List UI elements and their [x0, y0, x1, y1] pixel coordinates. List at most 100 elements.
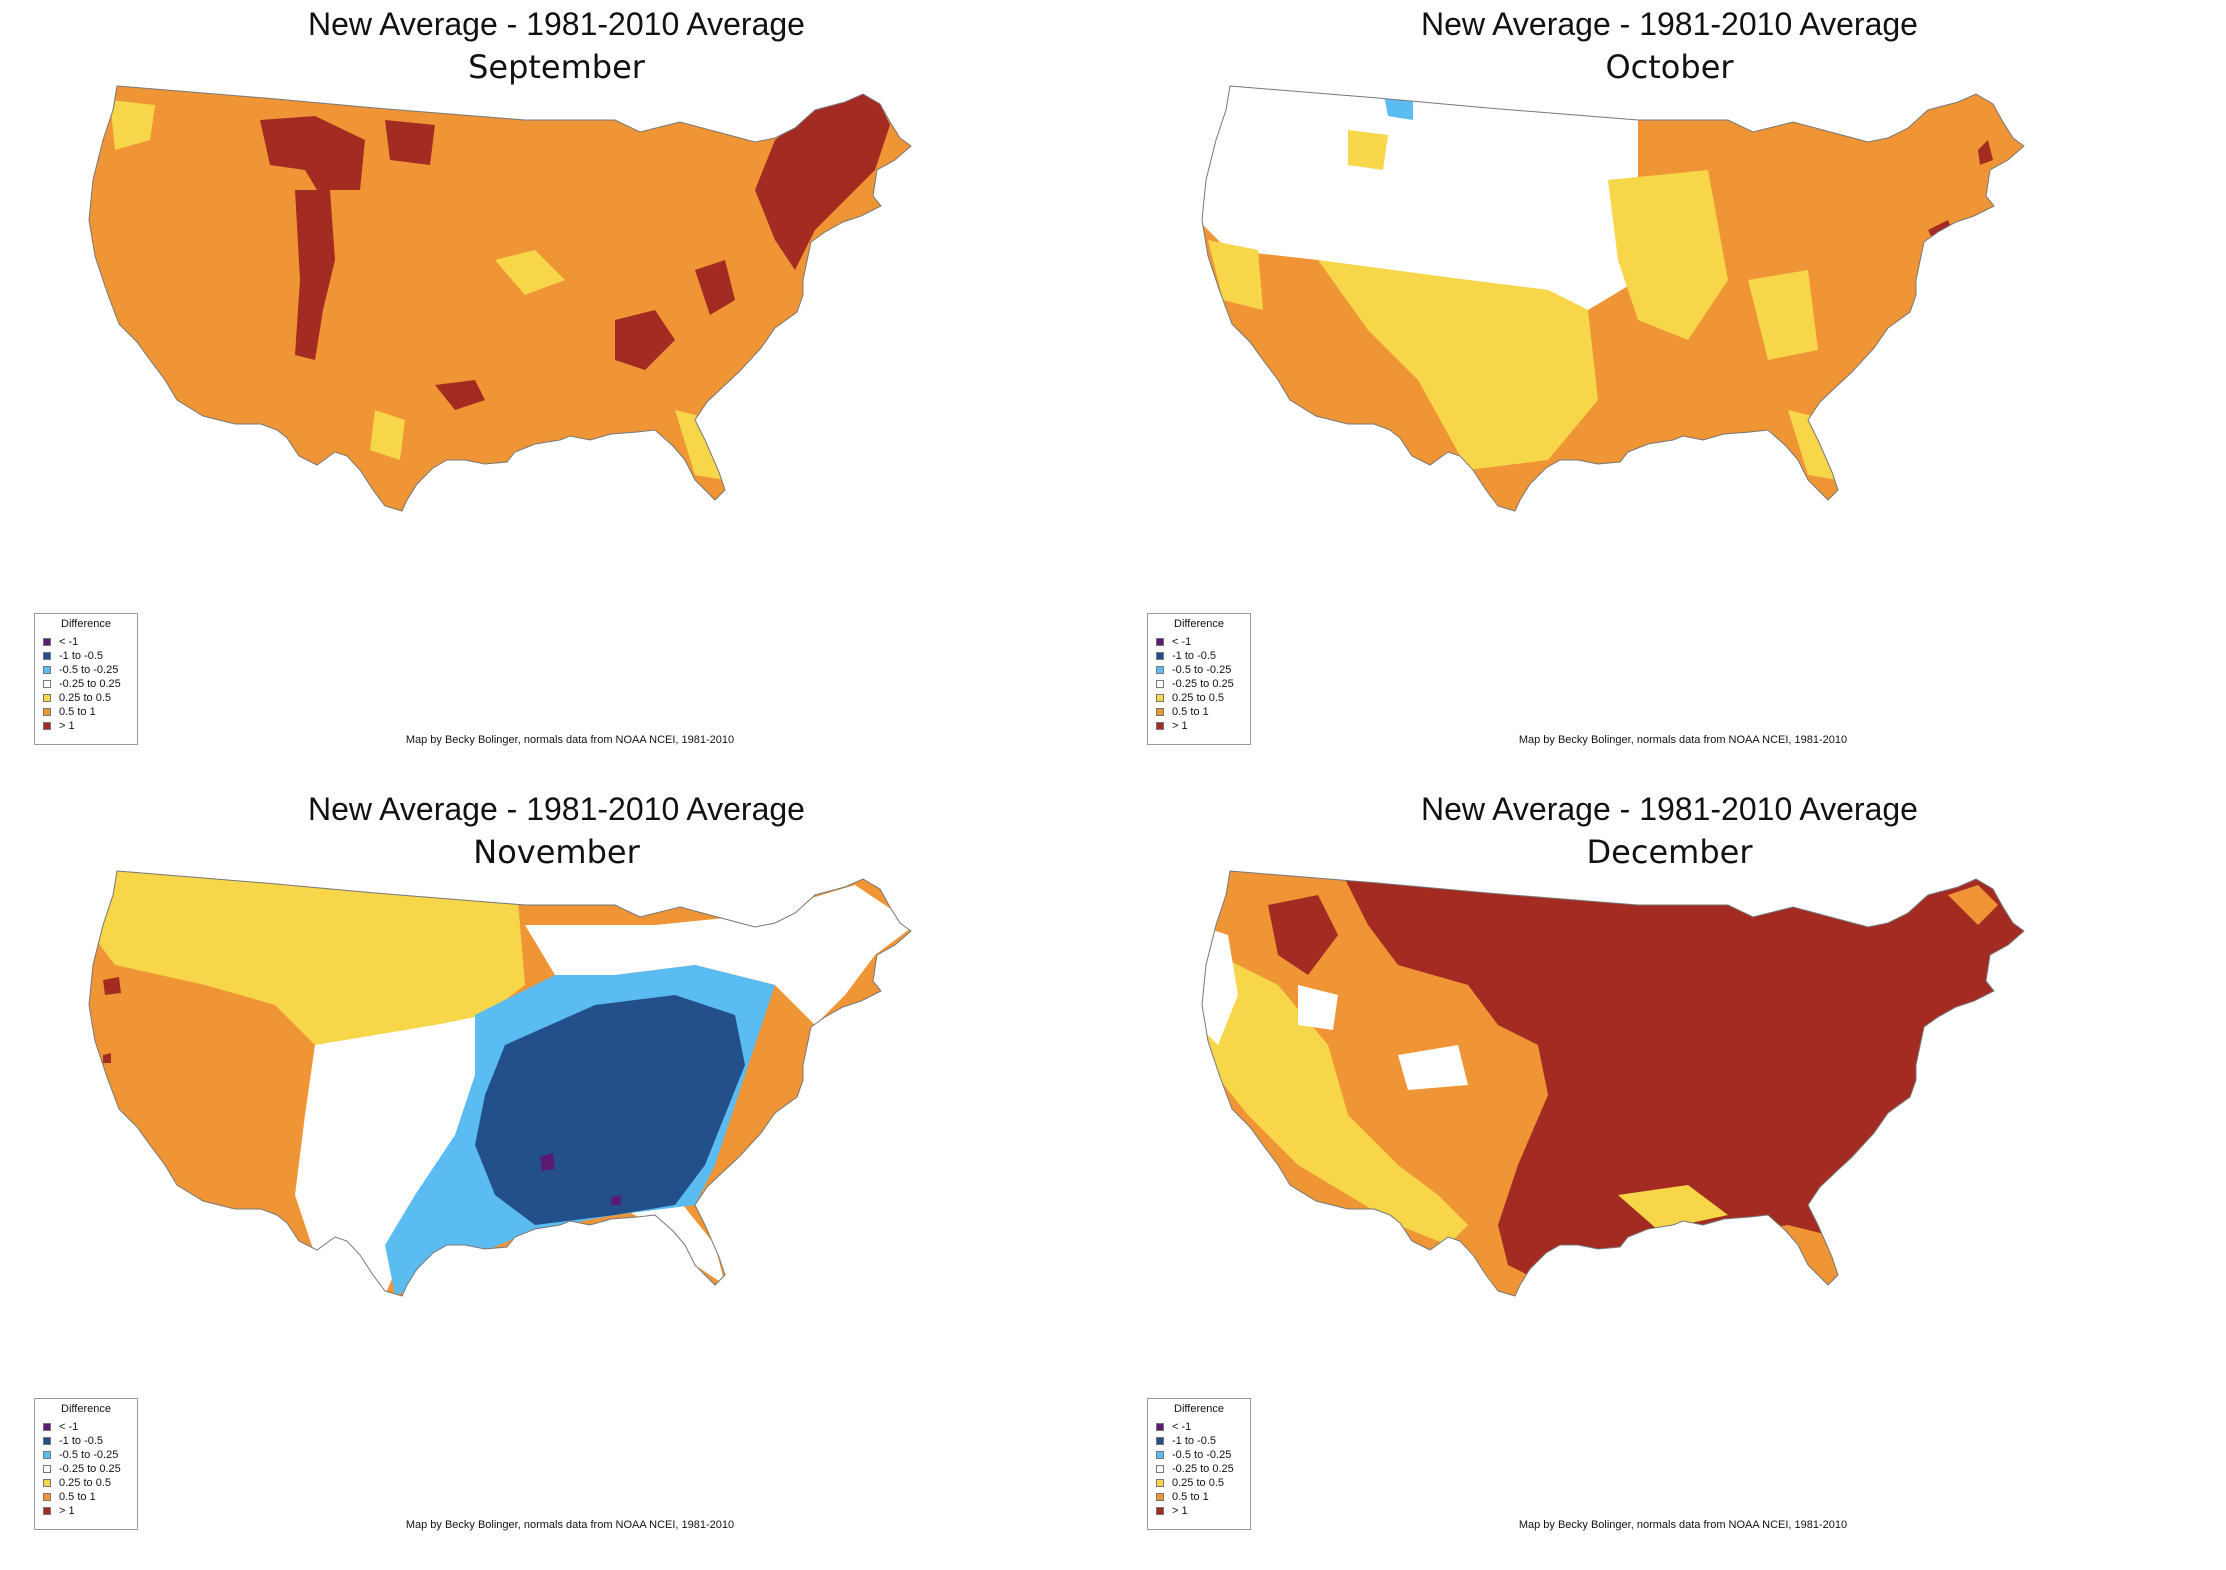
legend-items: < -1 -1 to -0.5 -0.5 to -0.25 -0.25 to 0…: [1156, 635, 1234, 733]
map-credit: Map by Becky Bolinger, normals data from…: [1518, 734, 1848, 746]
region-0.25-0.5: [495, 250, 565, 295]
region-above-1: [385, 120, 435, 165]
legend-item: 0.25 to 0.5: [1156, 691, 1234, 705]
region-below-neg-1: [540, 1153, 555, 1171]
region-0.5-1: [1948, 885, 1998, 925]
legend-label: 0.5 to 1: [1172, 1491, 1209, 1503]
legend-swatch: [43, 1465, 51, 1473]
region-0.25-0.5: [1748, 270, 1818, 360]
panel-title: New Average - 1981-2010 Average: [308, 6, 805, 42]
region-above-1: [1448, 895, 1478, 935]
region-neutral: [1398, 1045, 1468, 1090]
legend-label: 0.25 to 0.5: [1172, 1477, 1224, 1489]
legend-swatch: [43, 1437, 51, 1445]
region-0.25-0.5: [110, 100, 155, 150]
legend-label: < -1: [59, 636, 79, 648]
legend-swatch: [1156, 694, 1164, 702]
panel-title: New Average - 1981-2010 Average: [1421, 6, 1918, 42]
legend-item: 0.25 to 0.5: [1156, 1476, 1234, 1490]
legend-label: > 1: [59, 1505, 75, 1517]
legend-swatch: [43, 1479, 51, 1487]
map-panel-december: New Average - 1981-2010 Average December…: [1113, 785, 2226, 1570]
legend-swatch: [43, 652, 51, 660]
region-0.25-0.5: [1618, 1185, 1728, 1230]
legend-swatch: [1156, 1493, 1164, 1501]
legend-item: > 1: [43, 1504, 121, 1518]
legend-swatch: [43, 1423, 51, 1431]
legend-swatch: [1156, 1507, 1164, 1515]
legend-label: -0.25 to 0.25: [59, 1463, 121, 1475]
legend-item: 0.5 to 1: [43, 705, 121, 719]
legend-item: -0.5 to -0.25: [1156, 663, 1234, 677]
panel-month: September: [468, 48, 645, 86]
region-0.25-0.5: [1318, 260, 1598, 470]
legend-label: -1 to -0.5: [59, 650, 104, 662]
legend-swatch: [1156, 1423, 1164, 1431]
legend-item: > 1: [1156, 719, 1234, 733]
region-neutral: [525, 885, 911, 1025]
legend-label: < -1: [1172, 636, 1192, 648]
region-0.25-0.5: [370, 410, 405, 460]
region-above-1: [103, 1053, 111, 1063]
legend-item: -0.5 to -0.25: [43, 1448, 121, 1462]
region-0.25-0.5: [1202, 945, 1468, 1245]
us-map-november: [88, 870, 912, 1297]
legend-item: -1 to -0.5: [43, 1434, 121, 1448]
legend-swatch: [43, 1507, 51, 1515]
region-below-neg-1: [611, 1195, 621, 1205]
legend-label: > 1: [1172, 1505, 1188, 1517]
panel-title: New Average - 1981-2010 Average: [1421, 791, 1918, 827]
legend-title: Difference: [61, 1403, 111, 1415]
region-above-1: [435, 380, 485, 410]
panel-month: October: [1605, 48, 1734, 86]
legend-items: < -1 -1 to -0.5 -0.5 to -0.25 -0.25 to 0…: [43, 1420, 121, 1518]
legend-item: 0.5 to 1: [1156, 705, 1234, 719]
legend-item: -0.25 to 0.25: [43, 677, 121, 691]
legend-item: < -1: [43, 635, 121, 649]
region-neutral: [1202, 86, 1638, 310]
region-0.25-0.5: [89, 871, 525, 1065]
legend-label: -0.5 to -0.25: [59, 1449, 119, 1461]
region-above-1: [103, 977, 121, 995]
legend-label: -0.5 to -0.25: [59, 664, 119, 676]
us-map-october: [1201, 85, 2025, 512]
region-0.25-0.5: [1208, 240, 1263, 310]
legend-items: < -1 -1 to -0.5 -0.5 to -0.25 -0.25 to 0…: [43, 635, 121, 733]
region-above-1: [615, 310, 675, 370]
legend-item: -0.25 to 0.25: [1156, 677, 1234, 691]
region-above-1: [1978, 140, 1993, 165]
legend-item: 0.25 to 0.5: [43, 691, 121, 705]
panel-month: November: [473, 833, 640, 871]
legend-label: -0.5 to -0.25: [1172, 1449, 1232, 1461]
legend-swatch: [1156, 1437, 1164, 1445]
legend-swatch: [43, 722, 51, 730]
legend-label: 0.25 to 0.5: [59, 692, 111, 704]
map-panel-november: New Average - 1981-2010 Average November…: [0, 785, 1113, 1570]
legend-item: < -1: [1156, 1420, 1234, 1434]
legend-label: -1 to -0.5: [1172, 650, 1217, 662]
legend-swatch: [1156, 638, 1164, 646]
legend-swatch: [43, 708, 51, 716]
legend-item: -0.25 to 0.25: [43, 1462, 121, 1476]
region-0.25-0.5: [1348, 130, 1388, 170]
legend-swatch: [1156, 708, 1164, 716]
legend-swatch: [43, 666, 51, 674]
region-above-1: [755, 94, 890, 270]
legend-label: -1 to -0.5: [59, 1435, 104, 1447]
legend-label: 0.5 to 1: [59, 1491, 96, 1503]
map-panel-september: New Average - 1981-2010 Average Septembe…: [0, 0, 1113, 785]
legend-swatch: [1156, 680, 1164, 688]
us-map-december: [1201, 870, 2025, 1297]
legend-label: -0.25 to 0.25: [59, 678, 121, 690]
legend-label: > 1: [59, 720, 75, 732]
legend-label: 0.25 to 0.5: [59, 1477, 111, 1489]
legend-swatch: [43, 694, 51, 702]
legend-item: > 1: [43, 719, 121, 733]
legend-item: > 1: [1156, 1504, 1234, 1518]
legend-swatch: [1156, 1479, 1164, 1487]
legend-item: -0.5 to -0.25: [1156, 1448, 1234, 1462]
legend-swatch: [43, 638, 51, 646]
map-legend: Difference < -1 -1 to -0.5 -0.5 to -0.25…: [34, 613, 138, 745]
region-neutral: [1298, 985, 1338, 1030]
legend-item: 0.5 to 1: [43, 1490, 121, 1504]
